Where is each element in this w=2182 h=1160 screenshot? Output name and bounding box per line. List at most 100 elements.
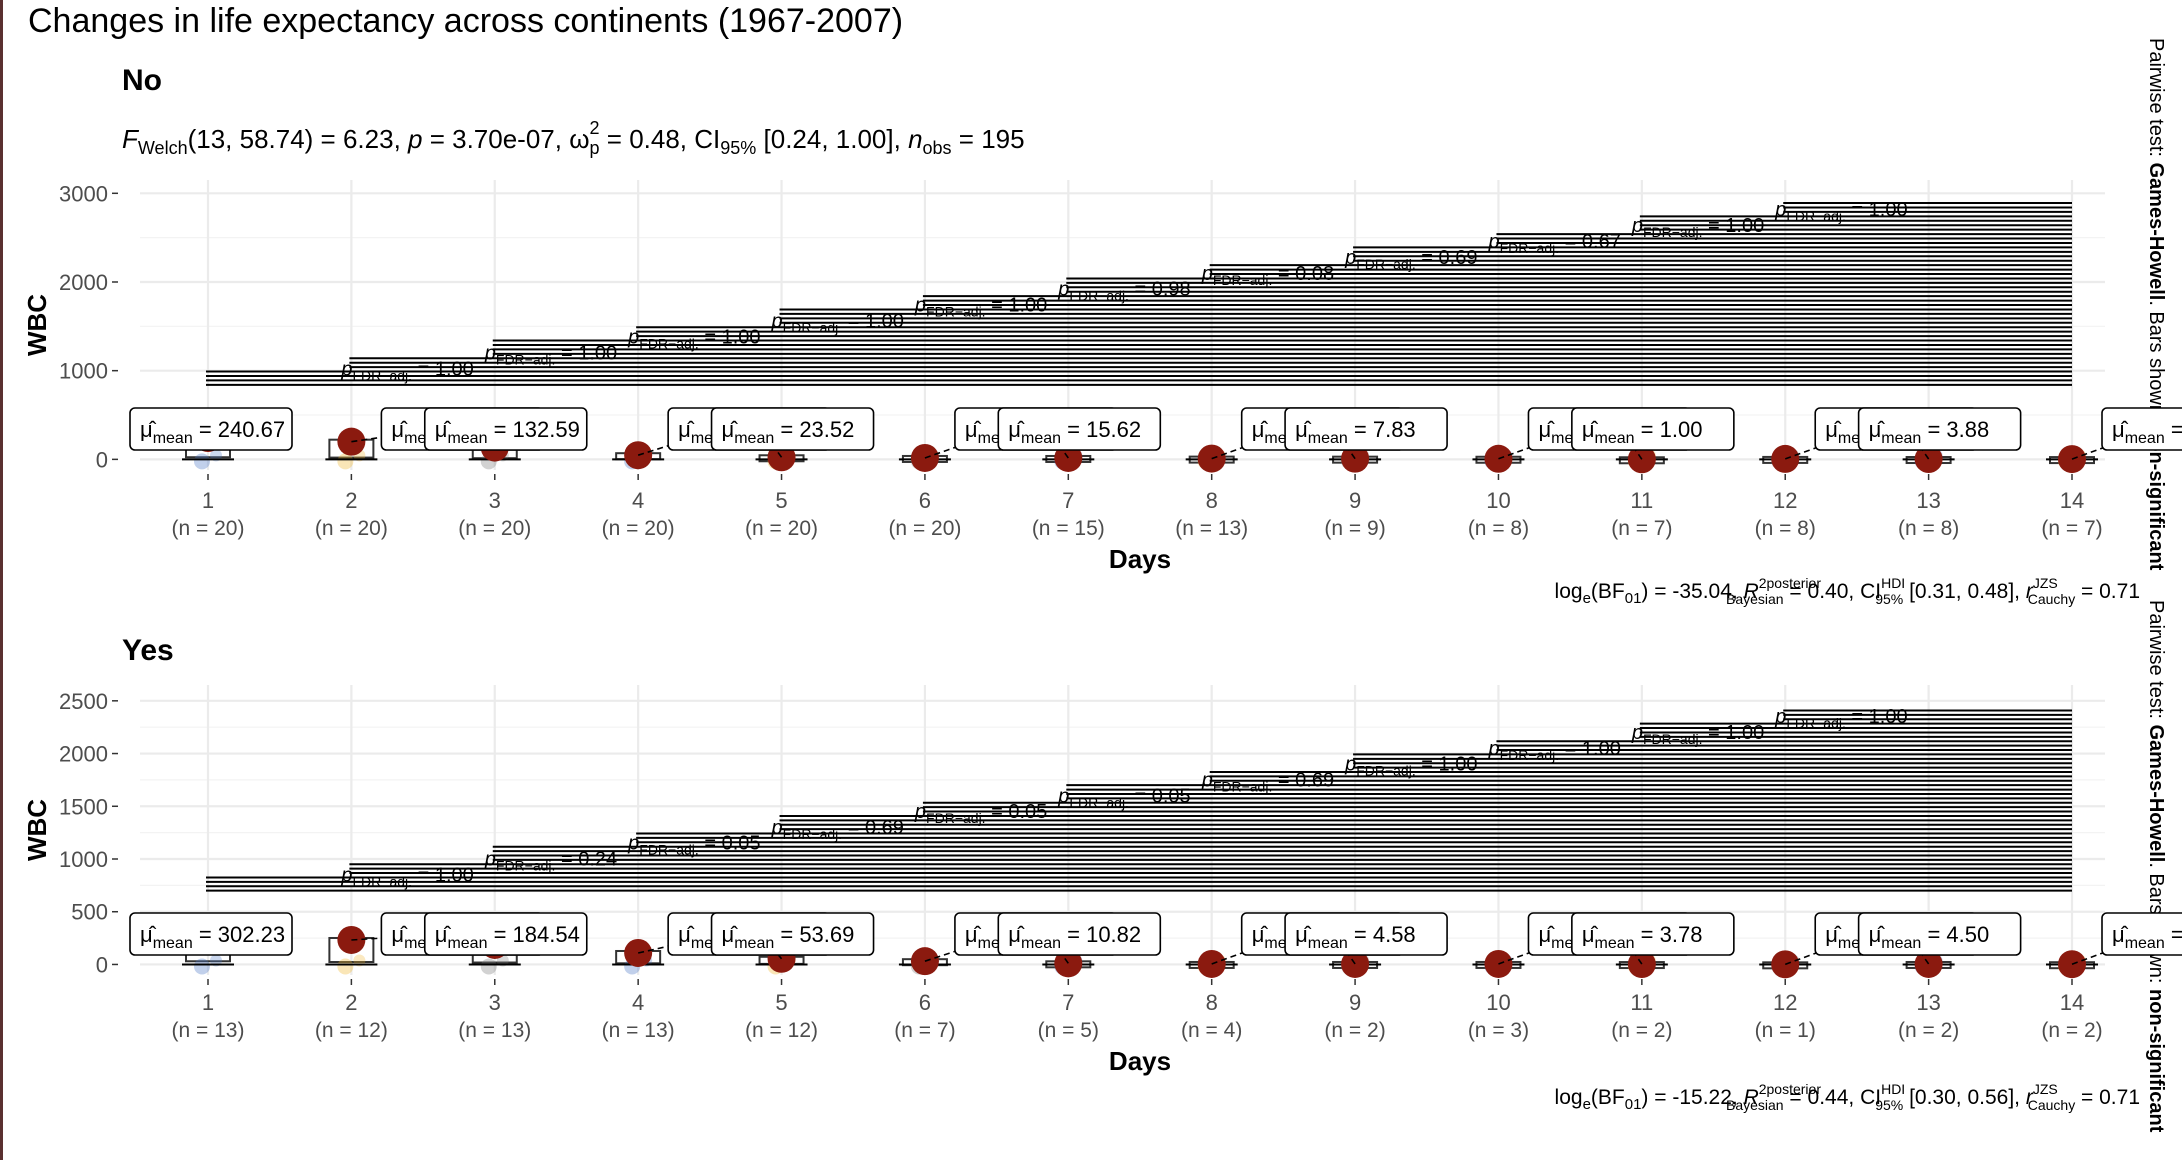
x-tick-label: 12	[1773, 488, 1797, 513]
x-tick-label: 14	[2060, 488, 2084, 513]
mean-label-box	[129, 407, 293, 451]
bayes-caption: loge(BF01) = -15.22, R2posterior Bayesian…	[1555, 1081, 2140, 1113]
window-edge	[0, 0, 3, 1160]
mean-label-box	[423, 407, 588, 451]
n-label: (n = 2)	[1324, 1019, 1385, 1042]
x-tick-label: 9	[1349, 488, 1361, 513]
x-tick-label: 7	[1062, 990, 1074, 1015]
mean-label-leader	[1047, 429, 1069, 459]
mean-label: μ̂mean = 10.82	[1008, 922, 1141, 952]
group-13: μ̂mean = 4.50	[1857, 912, 2022, 978]
n-label: (n = 20)	[602, 517, 675, 540]
y-tick-label: 2000	[59, 742, 108, 767]
mean-label-leader	[1334, 934, 1356, 965]
mean-label: μ̂mean = 302.23	[140, 922, 285, 952]
mean-label: μ̂mean = 2.35	[2112, 922, 2182, 952]
bracket-p-label: pFDR−adj. = 0.05	[627, 833, 760, 858]
bracket-p-label: pFDR−adj. = 1.00	[340, 359, 473, 384]
x-tick-label: 11	[1630, 488, 1653, 513]
mean-label-box	[997, 407, 1162, 451]
x-tick-label: 7	[1062, 488, 1074, 513]
pairwise-brackets: pFDR−adj. = 1.00 pFDR−adj. = 1.00 pFDR−adj…	[206, 199, 2072, 386]
bracket-p-label: pFDR−adj. = 0.24	[484, 849, 617, 874]
group-14: μ̂mean = 3.11	[2046, 407, 2182, 474]
x-tick-label: 10	[1486, 488, 1510, 513]
x-tick-label: 13	[1916, 488, 1940, 513]
n-label: (n = 20)	[172, 517, 245, 540]
x-tick-label: 3	[489, 488, 501, 513]
pairwise-caption-lower: Pairwise test: Games-Howell. Bars shown:…	[2145, 600, 2167, 1133]
bracket-p-label: pFDR−adj. = 0.98	[1057, 279, 1190, 304]
bracket-p-label: pFDR−adj. = 1.00	[1344, 754, 1477, 779]
n-label: (n = 7)	[894, 1019, 955, 1042]
y-axis-label: WBC	[22, 294, 52, 356]
mean-label: μ̂mean = 184.54	[435, 922, 580, 952]
chart-title: Changes in life expectancy across contin…	[28, 2, 903, 40]
mean-label-leader	[1334, 429, 1356, 460]
mean-label: μ̂mean = 3.88	[1869, 417, 1990, 447]
mean-label-box	[129, 912, 293, 956]
bayes-caption: loge(BF01) = -35.04, R2posterior Bayesian…	[1555, 575, 2140, 607]
bracket-p-label: pFDR−adj. = 1.00	[484, 343, 617, 368]
x-tick-label: 13	[1916, 990, 1940, 1015]
mean-label-leader	[1621, 429, 1643, 460]
jitter-point	[194, 958, 210, 975]
n-label: (n = 3)	[1468, 1019, 1529, 1042]
n-label: (n = 15)	[1032, 517, 1105, 540]
mean-label: μ̂mean = 240.67	[140, 417, 285, 447]
y-tick-label: 0	[96, 952, 108, 977]
n-label: (n = 13)	[172, 1019, 245, 1042]
mean-label-leader	[760, 429, 783, 458]
pairwise-caption-middle: . Bars shown:	[2145, 300, 2167, 427]
y-tick-label: 1000	[59, 359, 108, 384]
n-label: (n = 13)	[1175, 517, 1248, 540]
mean-label-box	[2101, 407, 2182, 451]
bracket-p-label: pFDR−adj. = 1.00	[1774, 199, 1907, 224]
group-11: μ̂mean = 3.78	[1571, 912, 1735, 979]
bracket-p-label: pFDR−adj. = 0.67	[1487, 231, 1620, 256]
x-tick-label: 5	[775, 488, 787, 513]
x-tick-label: 2	[345, 990, 357, 1015]
jitter-point	[337, 958, 354, 975]
pairwise-caption-test: Games-Howell	[2145, 162, 2167, 300]
x-tick-label: 4	[632, 990, 644, 1015]
x-tick-label: 4	[632, 488, 644, 513]
x-tick-label: 14	[2060, 990, 2084, 1015]
bracket-p-label: pFDR−adj. = 1.00	[1774, 706, 1907, 731]
x-tick-label: 8	[1206, 488, 1218, 513]
mean-label: μ̂mean = 53.69	[722, 922, 855, 952]
x-tick-label: 2	[345, 488, 357, 513]
x-tick-label: 12	[1773, 990, 1797, 1015]
mean-label-box	[710, 912, 875, 956]
mean-label: μ̂mean = 132.59	[435, 417, 580, 447]
group-1: μ̂mean = 240.67	[129, 407, 293, 470]
mean-label-box	[1571, 407, 1735, 451]
n-label: (n = 1)	[1755, 1019, 1816, 1042]
group-13: μ̂mean = 3.88	[1857, 407, 2022, 474]
n-label: (n = 7)	[1611, 517, 1672, 540]
x-tick-label: 5	[775, 990, 787, 1015]
bracket-p-label: pFDR−adj. = 1.00	[1631, 215, 1764, 240]
n-label: (n = 8)	[1898, 517, 1959, 540]
mean-label-box	[710, 407, 875, 451]
n-label: (n = 13)	[602, 1019, 675, 1042]
pairwise-caption-prefix-2: Pairwise test:	[2145, 600, 2167, 724]
bracket-p-label: pFDR−adj. = 1.00	[914, 295, 1047, 320]
mean-label: μ̂mean = 4.58	[1295, 922, 1416, 952]
x-tick-label: 1	[202, 488, 214, 513]
mean-label-leader	[1907, 934, 1930, 965]
x-tick-label: 11	[1630, 990, 1653, 1015]
group-9: μ̂mean = 4.58	[1284, 912, 1448, 978]
y-tick-label: 3000	[59, 181, 108, 206]
x-tick-label: 6	[919, 990, 931, 1015]
jitter-point	[337, 453, 354, 470]
group-3: μ̂mean = 132.59	[423, 407, 588, 470]
panel-title: Yes	[122, 634, 174, 667]
n-label: (n = 5)	[1038, 1019, 1099, 1042]
group-9: μ̂mean = 7.83	[1284, 407, 1448, 473]
pairwise-caption-shown-2: non-significant	[2145, 989, 2167, 1133]
mean-label-box	[1857, 912, 2022, 956]
y-tick-label: 500	[71, 900, 108, 925]
pairwise-caption-prefix: Pairwise test:	[2145, 38, 2167, 162]
mean-label: μ̂mean = 4.50	[1869, 922, 1990, 952]
